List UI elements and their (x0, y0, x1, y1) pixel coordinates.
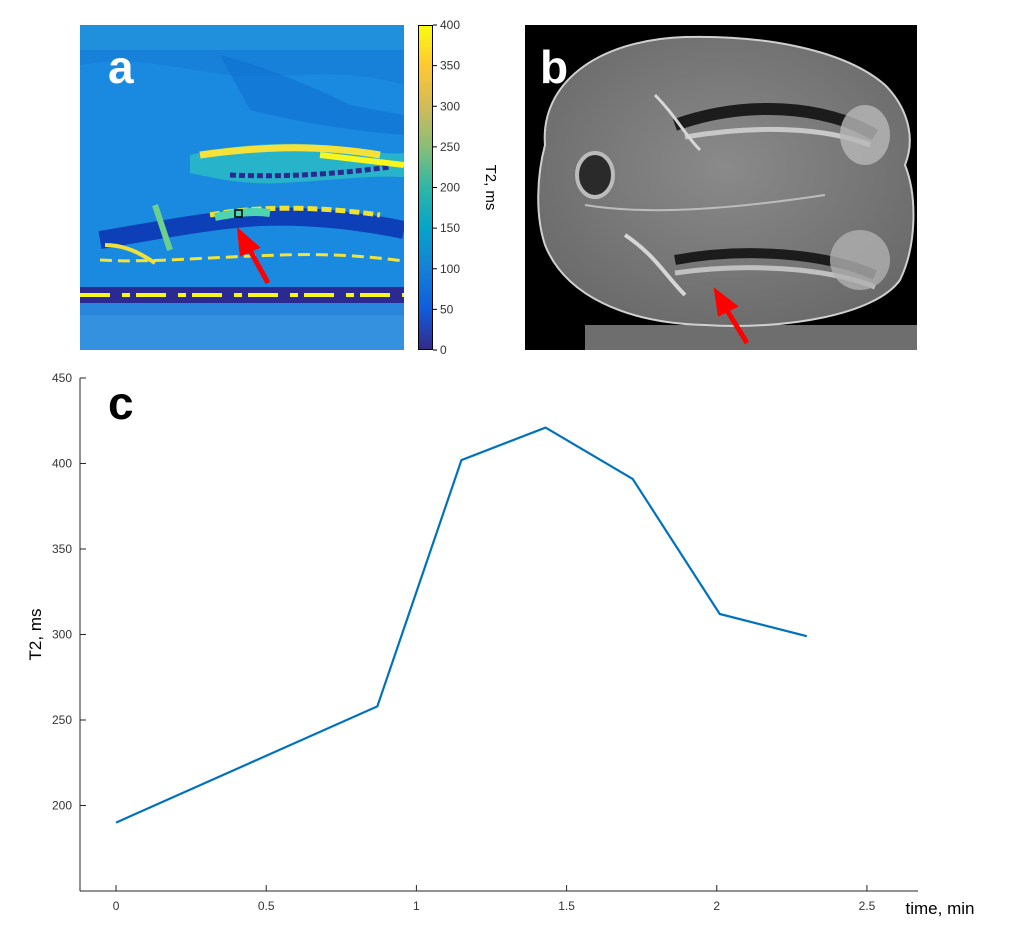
x-axis-label: time, min (906, 899, 975, 918)
colorbar-label: T2, ms (482, 165, 499, 211)
y-tick-label: 350 (52, 542, 72, 556)
colorbar-tick-label: 100 (440, 262, 460, 276)
y-axis-label: T2, ms (26, 609, 45, 661)
panel-label-a: a (108, 41, 134, 93)
colorbar-tick-label: 150 (440, 221, 460, 235)
colorbar-tick-label: 50 (440, 302, 454, 316)
t2-map-image (80, 25, 404, 350)
x-tick-label: 2.5 (859, 899, 876, 913)
colorbar-tick-label: 400 (440, 18, 460, 32)
x-tick-label: 0.5 (258, 899, 275, 913)
y-tick-label: 200 (52, 799, 72, 813)
y-tick-label: 400 (52, 457, 72, 471)
x-tick-label: 2 (713, 899, 720, 913)
colorbar-axis: 0 50 100 150 200 250 300 350 400 T2, ms (433, 18, 499, 357)
colorbar-tick-label: 250 (440, 140, 460, 154)
colorbar-tick-label: 300 (440, 99, 460, 113)
mri-graphic (525, 25, 917, 350)
x-tick-label: 1.5 (558, 899, 575, 913)
data-series-line (115, 426, 808, 824)
colorbar-tick-label: 200 (440, 181, 460, 195)
x-tick-label: 0 (113, 899, 120, 913)
t2-map-graphic (80, 25, 404, 350)
colorbar-gradient (418, 25, 433, 350)
y-tick-label: 300 (52, 628, 72, 642)
colorbar-tick-label: 0 (440, 343, 447, 357)
colorbar (418, 25, 433, 350)
colorbar-tick-label: 350 (440, 59, 460, 73)
t2-time-chart: 200 250 300 350 400 450 0 0.5 1 1.5 2 2.5 time, min T… (26, 371, 975, 918)
y-tick-label: 250 (52, 713, 72, 727)
mri-image (525, 25, 917, 350)
panel-label-b: b (540, 41, 569, 93)
x-tick-label: 1 (413, 899, 420, 913)
y-tick-label: 450 (52, 371, 72, 385)
panel-label-c: c (108, 377, 134, 429)
